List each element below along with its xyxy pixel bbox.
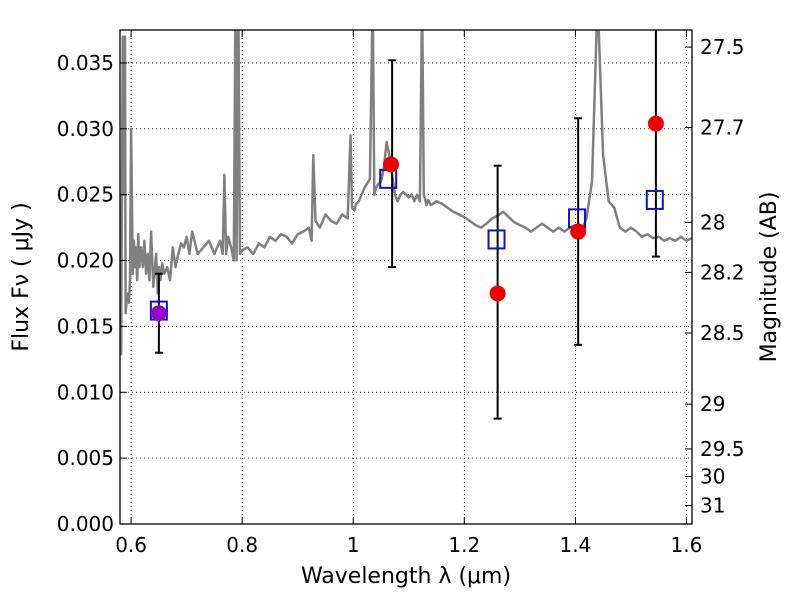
- mag-tick-label: 29.5: [700, 437, 745, 461]
- plot-frame: [119, 29, 693, 525]
- y2-axis-label: Magnitude (AB): [757, 192, 782, 363]
- x-tick-label: 1.2: [448, 533, 480, 557]
- y-tick-label: 0.030: [57, 117, 114, 141]
- y-tick-label: 0.035: [57, 51, 114, 75]
- y-axis-label: Flux Fν ( μJy ): [9, 202, 34, 351]
- model-square-marker: [487, 229, 506, 250]
- mag-tick-label: 31: [700, 494, 725, 518]
- spectrum-line: [120, 30, 692, 356]
- marker-layer: [149, 115, 664, 322]
- plot-area: [120, 30, 692, 524]
- mag-tick-label: 28: [700, 210, 725, 234]
- mag-tick-label: 27.5: [700, 35, 745, 59]
- y-tick-label: 0.000: [57, 512, 114, 536]
- mag-tick-label: 28.2: [700, 260, 745, 284]
- observed-circle-marker: [489, 285, 506, 302]
- y-tick-label: 0.025: [57, 183, 114, 207]
- observed-circle-marker: [647, 115, 664, 132]
- y-tick-label: 0.005: [57, 446, 114, 470]
- x-tick-label: 1.6: [671, 533, 703, 557]
- mag-tick-label: 27.7: [700, 115, 745, 139]
- x-tick-label: 1: [347, 533, 360, 557]
- model-square-marker: [645, 189, 664, 210]
- mag-tick-label: 28.5: [700, 321, 745, 345]
- y-tick-label: 0.020: [57, 249, 114, 273]
- x-tick-label: 0.8: [226, 533, 258, 557]
- x-tick-label: 1.4: [559, 533, 591, 557]
- spectrum-layer: [120, 30, 692, 356]
- observed-circle-marker: [383, 156, 400, 173]
- y-tick-label: 0.010: [57, 380, 114, 404]
- x-tick-label: 0.6: [115, 533, 147, 557]
- mag-tick-label: 29: [700, 392, 725, 416]
- observed-circle-marker: [150, 305, 167, 322]
- x-axis-label: Wavelength λ (μm): [301, 564, 511, 589]
- axis-ticks: 0.6 0.8 1 1.2 1.4 1.6 0.000 0.005 0.010 0.015 0.02…: [57, 30, 745, 557]
- mag-tick-label: 30: [700, 465, 725, 489]
- y-tick-label: 0.015: [57, 314, 114, 338]
- observed-circle-marker: [570, 223, 587, 240]
